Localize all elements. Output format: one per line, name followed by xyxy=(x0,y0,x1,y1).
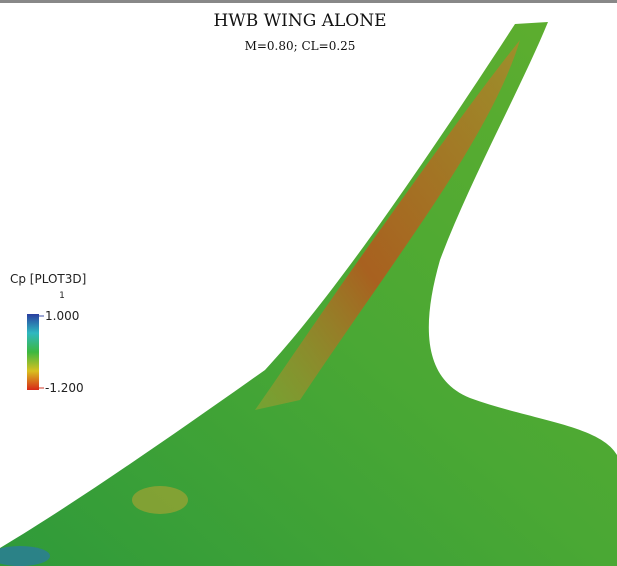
suction-region xyxy=(255,40,520,410)
wing-surface xyxy=(0,22,617,566)
stagnation-region xyxy=(0,546,50,566)
colorbar xyxy=(27,314,39,390)
colorbar-label: Cp [PLOT3D] xyxy=(10,272,86,286)
colorbar-marker: 1 xyxy=(59,291,65,301)
title: HWB WING ALONE xyxy=(213,11,386,31)
colorbar-tick-label: -1.200 xyxy=(45,381,84,395)
suction-spot xyxy=(132,486,188,514)
colorbar-tick-label: 1.000 xyxy=(45,309,79,323)
subtitle: M=0.80; CL=0.25 xyxy=(245,39,356,53)
